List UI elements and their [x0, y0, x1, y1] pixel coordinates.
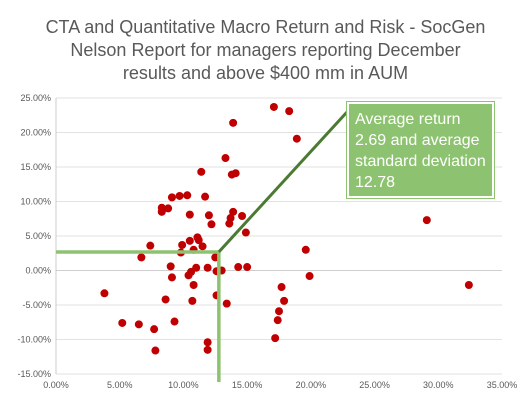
data-point [150, 325, 159, 334]
data-point [269, 102, 278, 111]
data-point [207, 220, 216, 229]
chart-title-line-2: Nelson Report for managers reporting Dec… [70, 40, 461, 60]
data-point [201, 192, 210, 201]
chart-title-line-1: CTA and Quantitative Macro Return and Ri… [45, 17, 486, 37]
y-tick-label: 5.00% [25, 231, 51, 241]
data-point [229, 207, 238, 216]
x-tick-label: 5.00% [107, 380, 133, 390]
data-point [198, 242, 207, 251]
data-point [203, 345, 212, 354]
data-point [118, 318, 127, 327]
data-point [175, 191, 184, 200]
data-point [100, 289, 109, 298]
data-point [183, 191, 192, 200]
data-point [292, 134, 301, 143]
data-point [241, 228, 250, 237]
data-point [167, 273, 176, 282]
data-point [277, 283, 286, 292]
data-point [194, 236, 203, 245]
y-tick-label: -5.00% [22, 300, 51, 310]
x-tick-label: 10.00% [168, 380, 199, 390]
annotation-callout: Average return 2.69 and average standard… [347, 102, 494, 198]
data-point [275, 307, 283, 316]
gridlines [56, 97, 502, 375]
data-point [222, 299, 231, 308]
data-point [167, 193, 176, 202]
data-point [243, 263, 252, 272]
x-tick-label: 35.00% [487, 380, 518, 390]
data-points [100, 102, 473, 355]
data-point [170, 317, 179, 326]
data-point [185, 210, 194, 219]
data-point [185, 236, 194, 245]
data-point [229, 118, 238, 127]
data-point [280, 296, 289, 305]
x-tick-label: 0.00% [43, 380, 69, 390]
data-point [164, 204, 173, 213]
x-tick-label: 30.00% [423, 380, 454, 390]
data-point [157, 203, 166, 212]
data-point [271, 334, 280, 343]
data-point [166, 262, 175, 271]
callout-pointer-line [217, 110, 349, 253]
x-tick-label: 15.00% [232, 380, 263, 390]
data-point [273, 316, 282, 325]
chart-title: CTA and Quantitative Macro Return and Ri… [0, 16, 531, 85]
y-tick-label: 10.00% [20, 197, 51, 207]
data-point [203, 338, 212, 347]
data-point [197, 167, 206, 176]
data-point [189, 280, 198, 289]
data-point [188, 296, 197, 305]
data-point [161, 295, 170, 304]
y-tick-label: 15.00% [20, 162, 51, 172]
data-point [134, 320, 143, 329]
annotation-line-3: standard deviation [355, 153, 486, 170]
annotation-line-2: 2.69 and average [355, 132, 480, 149]
average-markers [56, 110, 349, 382]
y-tick-label: -10.00% [17, 335, 51, 345]
y-tick-label: 25.00% [20, 93, 51, 103]
data-point [464, 280, 473, 289]
data-point [203, 263, 212, 272]
y-tick-label: 0.00% [25, 266, 51, 276]
data-point [178, 240, 187, 249]
data-point [192, 263, 201, 272]
data-point [146, 241, 155, 250]
axes [55, 98, 502, 374]
x-tick-label: 20.00% [296, 380, 327, 390]
data-point [234, 263, 243, 272]
data-point [301, 245, 310, 254]
data-point [204, 211, 213, 220]
data-point [226, 214, 235, 223]
data-point [238, 211, 247, 220]
data-point [231, 169, 240, 178]
x-tick-label: 25.00% [359, 380, 390, 390]
data-point [285, 107, 294, 116]
data-point [137, 253, 146, 262]
y-tick-label: 20.00% [20, 128, 51, 138]
annotation-line-1: Average return [355, 111, 461, 128]
data-point [221, 154, 230, 163]
annotation-line-4: 12.78 [355, 174, 396, 191]
data-point [422, 216, 431, 225]
data-point [151, 346, 160, 355]
tick-labels: -15.00% -10.00% -5.00% 0.00% 5.00% 10.00% 15.0… [17, 93, 517, 390]
data-point [305, 272, 314, 281]
y-tick-label: -15.00% [17, 369, 51, 379]
chart-title-line-3: results and above $400 mm in AUM [122, 63, 409, 83]
